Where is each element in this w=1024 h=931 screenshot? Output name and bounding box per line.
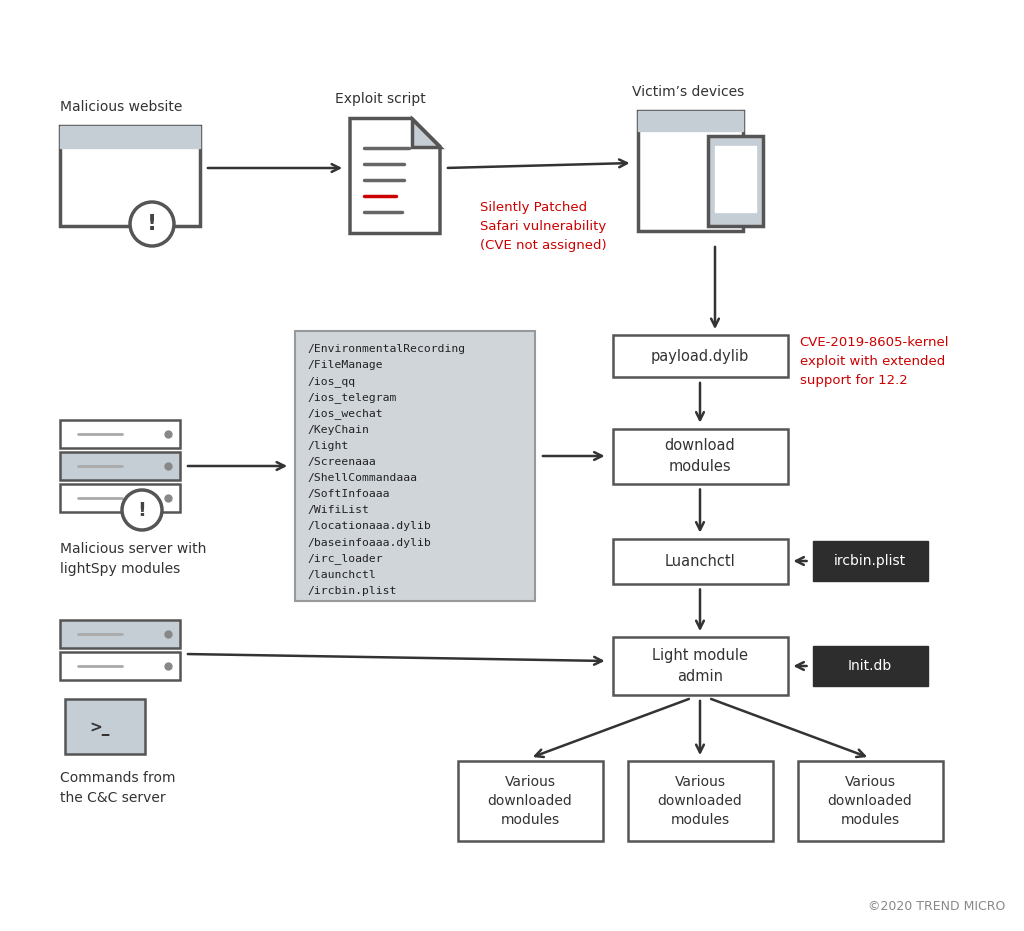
FancyBboxPatch shape <box>612 428 787 483</box>
Polygon shape <box>350 118 440 234</box>
FancyBboxPatch shape <box>60 620 180 648</box>
FancyBboxPatch shape <box>60 126 200 148</box>
Text: ©2020 TREND MICRO: ©2020 TREND MICRO <box>867 900 1005 913</box>
Text: /ios_telegram: /ios_telegram <box>307 392 396 403</box>
Circle shape <box>122 490 162 530</box>
Text: /ios_wechat: /ios_wechat <box>307 408 383 419</box>
FancyBboxPatch shape <box>60 420 180 448</box>
Text: /locationaaa.dylib: /locationaaa.dylib <box>307 521 431 532</box>
Text: Luanchctl: Luanchctl <box>665 554 735 569</box>
FancyBboxPatch shape <box>60 452 180 480</box>
Text: download
modules: download modules <box>665 438 735 474</box>
Text: /Screenaaa: /Screenaaa <box>307 457 376 467</box>
FancyBboxPatch shape <box>628 761 772 841</box>
FancyBboxPatch shape <box>812 541 928 581</box>
FancyBboxPatch shape <box>612 538 787 584</box>
Text: Init.db: Init.db <box>848 659 892 673</box>
Text: /launchctl: /launchctl <box>307 570 376 580</box>
Text: /irc_loader: /irc_loader <box>307 553 383 564</box>
Text: Commands from
the C&C server: Commands from the C&C server <box>60 772 175 805</box>
Text: CVE-2019-8605-kernel
exploit with extended
support for 12.2: CVE-2019-8605-kernel exploit with extend… <box>800 336 949 387</box>
Text: /WifiList: /WifiList <box>307 506 369 516</box>
FancyBboxPatch shape <box>65 698 145 753</box>
Text: Various
downloaded
modules: Various downloaded modules <box>487 775 572 828</box>
FancyBboxPatch shape <box>612 335 787 377</box>
FancyBboxPatch shape <box>812 646 928 686</box>
Text: >_: >_ <box>90 721 111 735</box>
Text: payload.dylib: payload.dylib <box>651 348 750 363</box>
Text: /baseinfoaaa.dylib: /baseinfoaaa.dylib <box>307 537 431 547</box>
Text: !: ! <box>137 501 146 519</box>
FancyBboxPatch shape <box>798 761 942 841</box>
Text: ircbin.plist: ircbin.plist <box>834 554 906 568</box>
Text: /SoftInfoaaa: /SoftInfoaaa <box>307 489 389 499</box>
FancyBboxPatch shape <box>458 761 602 841</box>
FancyBboxPatch shape <box>715 146 756 212</box>
FancyBboxPatch shape <box>612 637 787 695</box>
Text: !: ! <box>146 214 157 234</box>
FancyBboxPatch shape <box>60 652 180 680</box>
FancyBboxPatch shape <box>638 111 742 231</box>
Text: /ShellCommandaaa: /ShellCommandaaa <box>307 473 417 483</box>
Text: Silently Patched
Safari vulnerability
(CVE not assigned): Silently Patched Safari vulnerability (C… <box>480 201 606 252</box>
Text: Various
downloaded
modules: Various downloaded modules <box>827 775 912 828</box>
Text: Malicious server with
lightSpy modules: Malicious server with lightSpy modules <box>60 542 207 575</box>
FancyBboxPatch shape <box>638 111 742 131</box>
Text: /ircbin.plist: /ircbin.plist <box>307 586 396 596</box>
Polygon shape <box>412 118 440 146</box>
Text: Various
downloaded
modules: Various downloaded modules <box>657 775 742 828</box>
Text: Victim’s devices: Victim’s devices <box>633 85 744 99</box>
Text: /ios_qq: /ios_qq <box>307 376 355 386</box>
FancyBboxPatch shape <box>60 484 180 512</box>
Text: Exploit script: Exploit script <box>335 92 426 106</box>
FancyBboxPatch shape <box>708 136 763 226</box>
Text: /FileManage: /FileManage <box>307 360 383 371</box>
Text: Malicious website: Malicious website <box>60 100 182 114</box>
Text: /light: /light <box>307 440 348 451</box>
Circle shape <box>130 202 174 246</box>
FancyBboxPatch shape <box>295 331 535 601</box>
Text: /EnvironmentalRecording: /EnvironmentalRecording <box>307 344 465 354</box>
FancyBboxPatch shape <box>60 126 200 226</box>
Text: Light module
admin: Light module admin <box>652 648 748 684</box>
Text: /KeyChain: /KeyChain <box>307 425 369 435</box>
